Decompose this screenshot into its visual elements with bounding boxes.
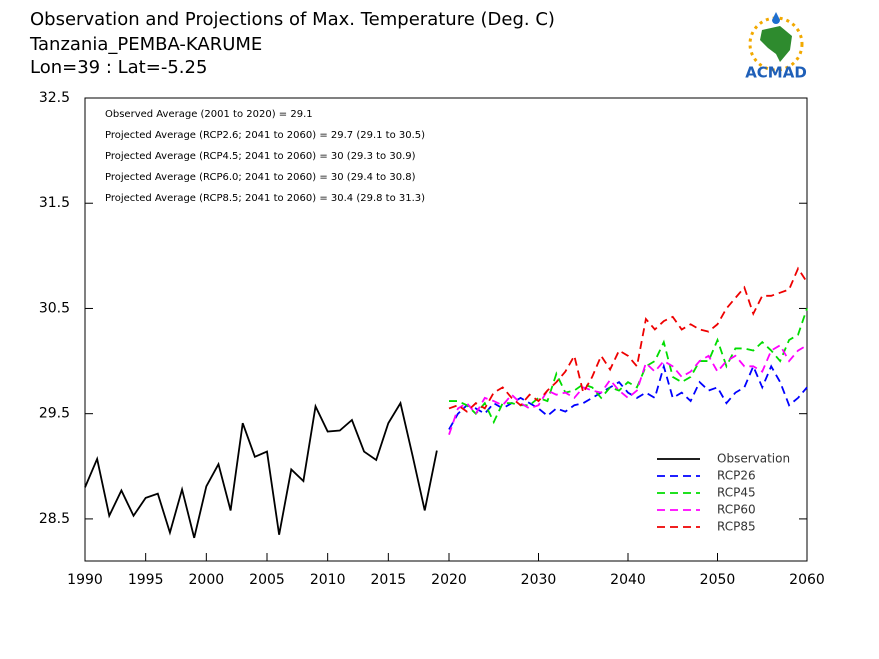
series-line (84, 400, 438, 539)
y-tick-label: 29.5 (39, 406, 70, 422)
x-tick-label: 1990 (67, 572, 103, 588)
x-tick-label: 2020 (431, 572, 467, 588)
series-line (448, 266, 808, 413)
x-tick-label: 2000 (189, 572, 225, 588)
legend-label: RCP85 (717, 520, 756, 534)
plot-frame (84, 97, 808, 562)
series-line (448, 344, 808, 436)
x-tick-label: 1995 (128, 572, 164, 588)
x-tick-label: 2040 (610, 572, 646, 588)
logo: ACMAD (745, 12, 807, 82)
legend-label: RCP26 (717, 469, 756, 483)
x-tick-label: 2010 (310, 572, 346, 588)
annotation: Projected Average (RCP2.6; 2041 to 2060)… (105, 130, 425, 141)
logo-africa (760, 26, 792, 62)
x-tick-label: 2030 (521, 572, 557, 588)
y-tick-label: 30.5 (39, 300, 70, 316)
y-tick-label: 31.5 (39, 195, 70, 211)
y-tick-label: 28.5 (39, 511, 70, 527)
logo-text: ACMAD (745, 64, 807, 82)
chart-subtitle: Lon=39 : Lat=-5.25 (30, 57, 207, 78)
x-tick-label: 2050 (700, 572, 736, 588)
annotation: Observed Average (2001 to 2020) = 29.1 (105, 109, 313, 120)
series-line (448, 363, 808, 430)
series-line (449, 308, 808, 425)
annotation: Projected Average (RCP8.5; 2041 to 2060)… (105, 193, 425, 204)
x-tick-label: 2015 (371, 572, 407, 588)
logo-drop (772, 12, 780, 24)
chart-subtitle: Tanzania_PEMBA-KARUME (29, 34, 262, 55)
annotation: Projected Average (RCP4.5; 2041 to 2060)… (105, 151, 416, 162)
annotation: Projected Average (RCP6.0; 2041 to 2060)… (105, 172, 416, 183)
y-tick-label: 32.5 (39, 90, 70, 106)
x-tick-label: 2060 (789, 572, 825, 588)
x-tick-label: 2005 (249, 572, 285, 588)
legend-label: Observation (717, 452, 790, 466)
legend-label: RCP60 (717, 503, 756, 517)
legend-label: RCP45 (717, 486, 756, 500)
chart-title: Observation and Projections of Max. Temp… (30, 9, 555, 30)
